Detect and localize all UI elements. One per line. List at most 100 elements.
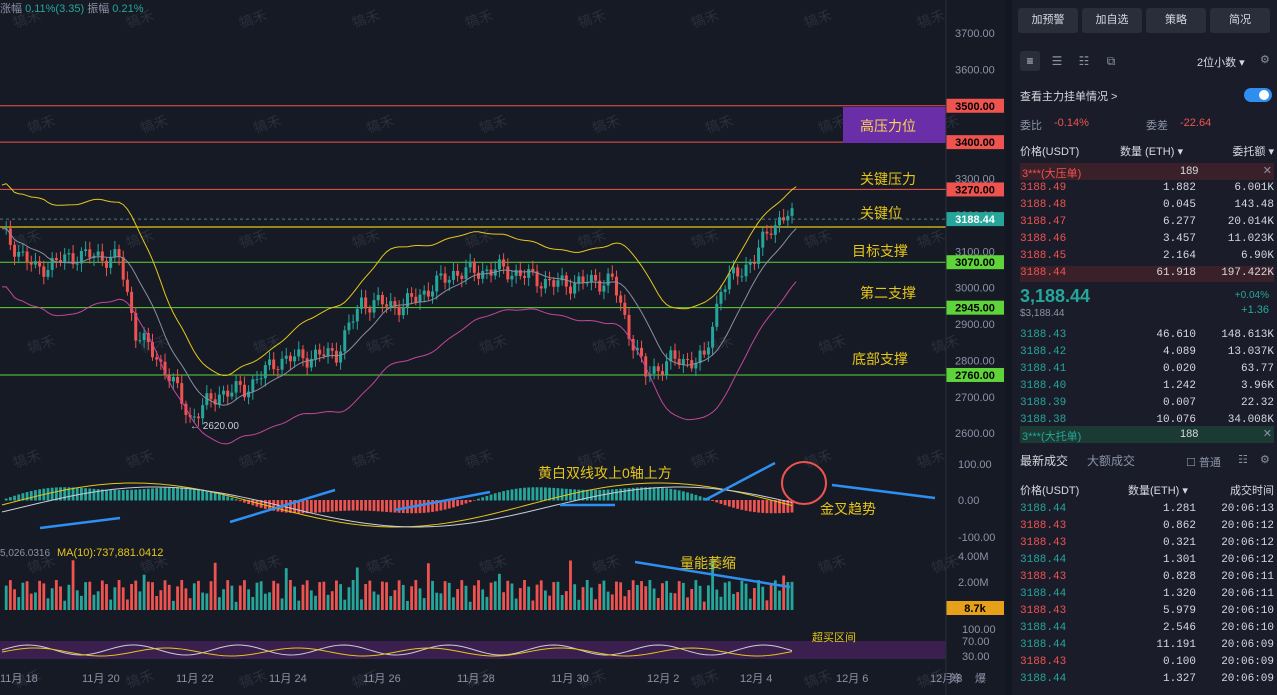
candle-body — [456, 271, 459, 276]
level-price: 3070.00 — [955, 257, 995, 269]
macd-bar — [339, 500, 342, 511]
macd-bar — [427, 500, 430, 512]
layout-toggle-icon[interactable]: ☷ — [1074, 51, 1094, 71]
volume-bar — [590, 588, 593, 610]
layout-toggle-icon[interactable]: ⧉ — [1101, 51, 1121, 71]
action-button[interactable]: 加自选 — [1082, 8, 1142, 33]
action-button[interactable]: 策略 — [1146, 8, 1206, 33]
watermark: 犒禾 — [590, 332, 622, 356]
volume-bar — [80, 596, 83, 610]
amplitude-label: 振幅 — [87, 3, 109, 15]
tab-latest-trades[interactable]: 最新成交 — [1020, 452, 1068, 469]
ask-row[interactable]: 3188.46 3.457 11.023K — [1020, 232, 1274, 248]
bid-row[interactable]: 3188.42 4.089 13.037K — [1020, 345, 1274, 361]
volume-bar — [502, 592, 505, 610]
watermark: 犒禾 — [364, 112, 396, 136]
trend-arrow — [40, 518, 120, 528]
normal-checkbox[interactable]: ☐ 普通 — [1186, 454, 1221, 470]
depth-link[interactable]: 查看主力挂单情况 > — [1020, 88, 1117, 104]
candle-body — [322, 354, 325, 356]
action-button[interactable]: 简况 — [1210, 8, 1270, 33]
ask-row[interactable]: 3188.45 2.164 6.90K — [1020, 249, 1274, 265]
ask-price: 3188.49 — [1020, 182, 1066, 194]
col-trade-qty[interactable]: 数量(ETH) ▾ — [1128, 482, 1188, 498]
bid-row[interactable]: 3188.39 0.007 22.32 — [1020, 396, 1274, 412]
trade-row: 3188.43 0.321 20:06:12 — [1020, 536, 1274, 552]
macd-bar — [222, 495, 225, 500]
macd-bar — [164, 488, 167, 501]
ask-row[interactable]: 3188.44 61.918 197.422K — [1020, 266, 1274, 282]
volume-bar — [335, 581, 338, 610]
layout-toggle-icon[interactable]: ☰ — [1047, 51, 1067, 71]
level-price: 3500.00 — [955, 101, 995, 113]
volume-bar — [109, 600, 112, 610]
macd-bar — [368, 500, 371, 511]
col-qty[interactable]: 数量 (ETH) ▾ — [1120, 143, 1183, 159]
trade-settings-icon[interactable]: ⚙ — [1260, 453, 1270, 466]
watermark: 犒禾 — [590, 552, 622, 576]
macd-bar — [586, 490, 589, 501]
settings-icon[interactable]: ⚙ — [1260, 53, 1270, 66]
trade-time: 20:06:09 — [1221, 639, 1274, 651]
banner-close-icon[interactable]: ✕ — [1263, 427, 1272, 440]
filter-icon[interactable]: ☷ — [1238, 453, 1248, 466]
candle-body — [289, 356, 292, 362]
volume-bar — [498, 574, 501, 610]
candle-body — [623, 303, 626, 315]
candle-body — [210, 393, 213, 399]
candle-body — [235, 381, 238, 393]
candle-body — [552, 280, 555, 287]
volume-bar — [239, 586, 242, 610]
layout-toggle-icon[interactable]: ≡ — [1020, 51, 1040, 71]
candle-body — [473, 261, 476, 272]
price-tick: 3000.00 — [955, 283, 995, 295]
macd-bar — [577, 490, 580, 501]
volume-bar — [456, 589, 459, 610]
trade-price: 3188.43 — [1020, 520, 1066, 532]
col-amount[interactable]: 委托额 ▾ — [1232, 143, 1274, 159]
watermark: 犒禾 — [364, 332, 396, 356]
candle-body — [38, 261, 41, 266]
trade-row: 3188.43 0.100 20:06:09 — [1020, 655, 1274, 671]
candle-body — [653, 366, 656, 374]
banner-close-icon[interactable]: ✕ — [1263, 164, 1272, 177]
volume-bar — [732, 594, 735, 610]
watermark: 犒禾 — [124, 447, 156, 471]
bid-row[interactable]: 3188.43 46.610 148.613K — [1020, 328, 1274, 344]
decimals-select[interactable]: 2位小数 ▾ — [1197, 54, 1245, 70]
macd-bar — [9, 497, 12, 500]
ask-row[interactable]: 3188.49 1.882 6.001K — [1020, 181, 1274, 197]
volume-bar — [22, 583, 25, 610]
volume-bar — [222, 589, 225, 610]
macd-bar — [728, 500, 731, 507]
volume-bar — [586, 580, 589, 610]
volume-note: 量能萎缩 — [680, 555, 736, 571]
ask-row[interactable]: 3188.47 6.277 20.014K — [1020, 215, 1274, 231]
watermark: 犒禾 — [11, 447, 43, 471]
volume-bar — [623, 596, 626, 610]
volume-bar — [67, 585, 70, 610]
candle-body — [42, 266, 45, 276]
macd-bar — [498, 492, 501, 500]
trade-price: 3188.44 — [1020, 673, 1066, 685]
chart-area[interactable]: 犒禾 犒禾 犒禾 犒禾 犒禾 犒禾 犒禾 犒禾 犒禾 犒禾 犒禾 犒禾 犒禾 犒禾 犒禾 犒禾 犒禾 犒禾 犒禾 犒禾… — [0, 0, 1005, 695]
watermark: 犒禾 — [25, 112, 57, 136]
macd-bar — [105, 490, 108, 501]
watermark: 犒禾 — [251, 112, 283, 136]
action-button[interactable]: 加预警 — [1018, 8, 1078, 33]
ask-row[interactable]: 3188.48 0.045 143.48 — [1020, 198, 1274, 214]
candle-body — [318, 350, 321, 355]
candle-body — [519, 270, 522, 276]
macd-bar — [180, 487, 183, 500]
tab-large-trades[interactable]: 大额成交 — [1087, 452, 1135, 469]
macd-bar — [523, 488, 526, 501]
macd-bar — [239, 500, 242, 501]
candle-body — [364, 298, 367, 309]
macd-bar — [732, 500, 735, 508]
bid-row[interactable]: 3188.40 1.242 3.96K — [1020, 379, 1274, 395]
candle-body — [602, 286, 605, 292]
bid-row[interactable]: 3188.41 0.020 63.77 — [1020, 362, 1274, 378]
candle-body — [745, 265, 748, 277]
macd-bar — [770, 500, 773, 513]
